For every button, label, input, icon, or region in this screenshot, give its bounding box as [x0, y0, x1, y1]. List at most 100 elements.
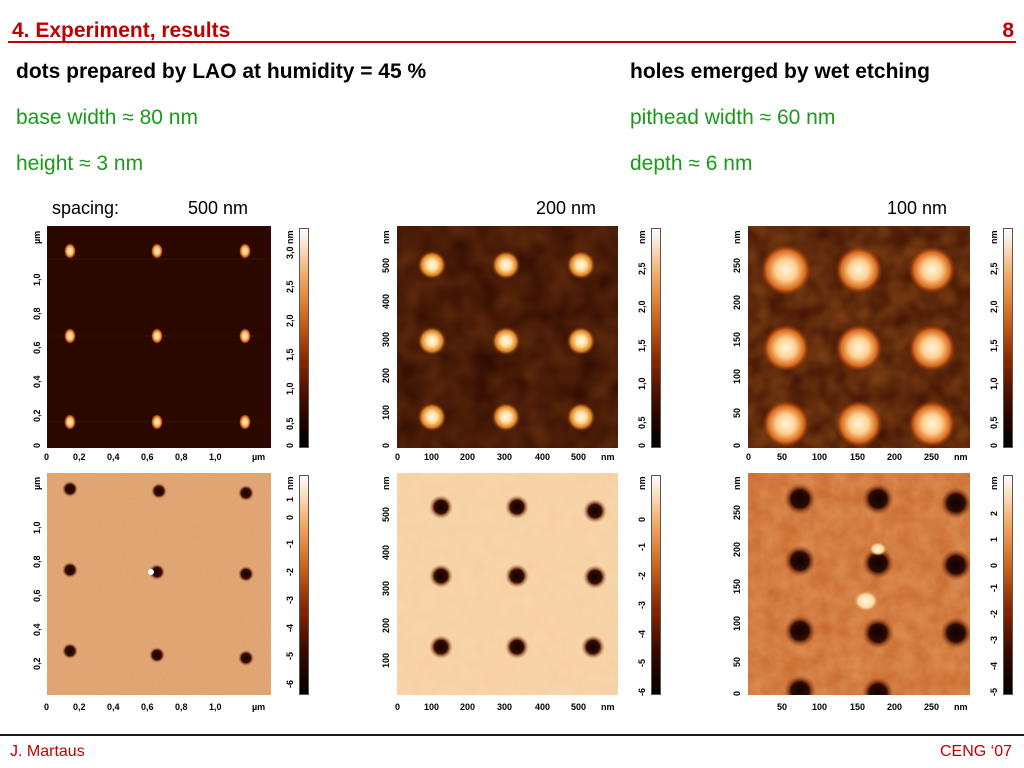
y-tick: 100 — [732, 615, 742, 631]
footer-venue: CENG ‘07 — [939, 743, 1012, 760]
y-unit: nm — [381, 476, 391, 491]
cbar-tick: -3 — [285, 595, 295, 604]
x-tick: 0,4 — [107, 452, 120, 462]
y-tick: 0,4 — [32, 623, 42, 636]
cbar-tick: -2 — [989, 609, 999, 618]
x-tick: 400 — [535, 702, 551, 712]
y-tick: 100 — [732, 368, 742, 384]
cbar-tick: -3 — [989, 635, 999, 644]
spacing-100: 100 nm — [887, 198, 948, 218]
title-divider — [8, 41, 1016, 43]
cbar-tick: -5 — [637, 658, 647, 667]
x-tick: 0 — [395, 452, 401, 462]
cbar-tick: -6 — [637, 687, 647, 696]
y-tick: 400 — [381, 293, 391, 309]
y-tick: 400 — [381, 544, 391, 560]
y-tick: 0 — [732, 690, 742, 696]
y-tick: 500 — [381, 506, 391, 522]
cbar-tick: -3 — [637, 600, 647, 609]
cbar-tick: 2,5 — [989, 262, 999, 275]
cbar-unit: nm — [637, 230, 647, 245]
cbar-tick: 0,5 — [637, 416, 647, 429]
spacing-200: 200 nm — [536, 198, 597, 218]
x-tick: 400 — [535, 452, 551, 462]
right-heading: holes emerged by wet etching — [630, 60, 930, 83]
y-unit: µm — [32, 476, 42, 490]
colorbar-depth — [1003, 475, 1013, 695]
afm-image-dots-500nm — [47, 226, 271, 448]
pithead-width-note: pithead width ≈ 60 nm — [630, 106, 836, 129]
y-tick: 200 — [732, 294, 742, 310]
afm-image-holes-200nm — [397, 473, 618, 695]
x-tick: 250 — [924, 452, 940, 462]
cbar-tick: 1,0 — [285, 382, 295, 395]
cbar-tick: -1 — [285, 539, 295, 548]
height-note: height ≈ 3 nm — [16, 152, 144, 175]
y-tick: 0 — [32, 442, 42, 448]
cbar-unit: nm — [989, 476, 999, 491]
colorbar-height — [1003, 228, 1013, 448]
left-heading: dots prepared by LAO at humidity = 45 % — [16, 60, 427, 83]
spacing-500: 500 nm — [188, 198, 249, 218]
y-tick: 0,8 — [32, 307, 42, 320]
cbar-tick: 1,0 — [637, 377, 647, 390]
y-tick: 500 — [381, 257, 391, 273]
y-tick: 50 — [732, 407, 742, 418]
y-unit: nm — [381, 230, 391, 245]
cbar-tick: 1 — [285, 496, 295, 502]
x-tick: 200 — [887, 452, 903, 462]
colorbar-height — [651, 228, 661, 448]
x-tick: 300 — [497, 452, 513, 462]
y-tick: 150 — [732, 578, 742, 594]
colorbar-height — [299, 228, 309, 448]
y-tick: 0,2 — [32, 657, 42, 670]
cbar-tick: 0 — [637, 516, 647, 522]
slide-title: 4. Experiment, results — [12, 19, 231, 42]
cbar-tick: -1 — [637, 542, 647, 551]
y-tick: 0,6 — [32, 589, 42, 602]
x-tick: 100 — [424, 452, 440, 462]
y-tick: 50 — [732, 656, 742, 667]
cbar-tick: 2,0 — [285, 314, 295, 327]
cbar-unit: nm — [285, 230, 295, 245]
cbar-tick: -6 — [285, 679, 295, 688]
y-unit: nm — [732, 476, 742, 491]
y-tick: 100 — [381, 404, 391, 420]
x-tick: 0,2 — [73, 702, 86, 712]
cbar-tick: 2,5 — [285, 280, 295, 293]
cbar-tick: -1 — [989, 583, 999, 592]
cbar-tick: 1,5 — [989, 339, 999, 352]
x-tick: 50 — [777, 452, 788, 462]
x-tick: 200 — [460, 452, 476, 462]
cbar-tick: 0,5 — [285, 417, 295, 430]
x-tick: 100 — [812, 452, 828, 462]
x-unit: nm — [954, 702, 968, 712]
y-unit: µm — [32, 230, 42, 244]
cbar-tick: -5 — [285, 651, 295, 660]
cbar-tick: -2 — [637, 571, 647, 580]
x-tick: 0,4 — [107, 702, 120, 712]
colorbar-depth — [299, 475, 309, 695]
x-tick: 0 — [44, 702, 50, 712]
cbar-tick: -2 — [285, 567, 295, 576]
footer-author: J. Martaus — [10, 743, 85, 760]
x-tick: 1,0 — [209, 702, 222, 712]
x-tick: 0 — [44, 452, 50, 462]
y-unit: nm — [732, 230, 742, 245]
cbar-tick: -5 — [989, 687, 999, 696]
y-tick: 250 — [732, 257, 742, 273]
cbar-unit: nm — [989, 230, 999, 245]
colorbar-depth — [651, 475, 661, 695]
y-tick: 0,2 — [32, 409, 42, 422]
base-width-note: base width ≈ 80 nm — [16, 106, 198, 129]
cbar-tick: 0 — [637, 442, 647, 448]
cbar-tick: 1 — [989, 536, 999, 542]
x-tick: 200 — [887, 702, 903, 712]
y-tick: 300 — [381, 331, 391, 347]
y-tick: 200 — [732, 541, 742, 557]
x-tick: 200 — [460, 702, 476, 712]
x-tick: 0 — [746, 452, 752, 462]
spacing-label: spacing: — [52, 198, 120, 218]
y-tick: 0 — [381, 442, 391, 448]
y-tick: 250 — [732, 504, 742, 520]
